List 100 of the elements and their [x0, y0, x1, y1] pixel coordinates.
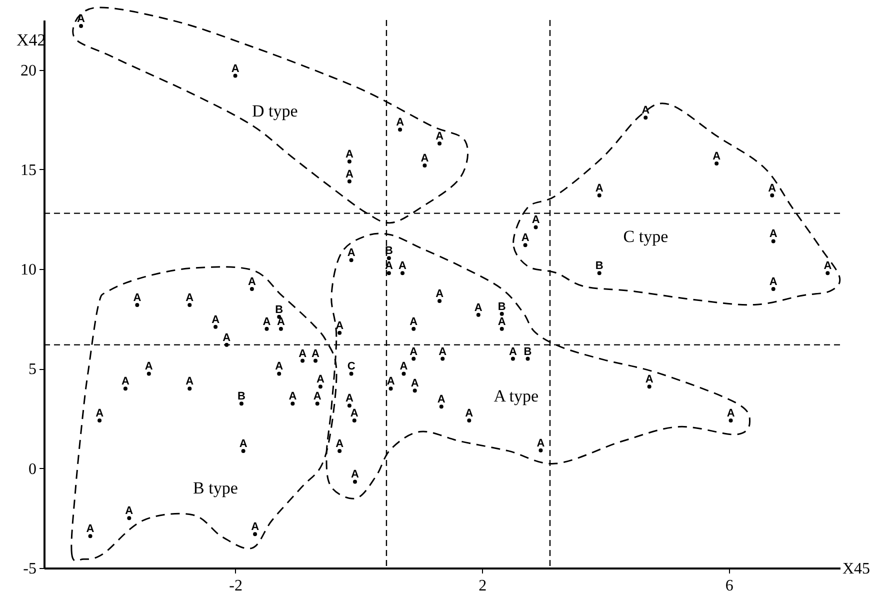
text: A	[726, 408, 735, 420]
y-tick-label: 5	[28, 361, 36, 378]
point	[597, 193, 602, 198]
point	[412, 326, 416, 331]
text: A	[410, 378, 419, 390]
x-tick-label: 2	[478, 578, 487, 594]
series-label: B	[498, 300, 506, 313]
point	[278, 326, 283, 331]
text: A	[769, 276, 778, 288]
text: A	[396, 116, 404, 129]
y-tick-label: 10	[20, 262, 36, 279]
point	[214, 324, 218, 329]
y-tick-label: 15	[20, 162, 36, 179]
point	[233, 74, 238, 78]
text: A	[288, 390, 297, 403]
point	[386, 256, 391, 260]
point	[315, 402, 320, 406]
text: A	[642, 104, 650, 117]
point	[538, 448, 543, 452]
text: A	[712, 150, 721, 162]
text: A	[436, 288, 444, 300]
point	[500, 312, 504, 316]
point	[314, 358, 318, 363]
point	[239, 402, 244, 406]
annotation: B type	[193, 478, 238, 498]
text: A	[77, 12, 85, 25]
point	[264, 326, 269, 331]
point	[647, 384, 652, 389]
text: A	[420, 152, 429, 164]
text: A	[465, 408, 474, 420]
annotation: C type	[623, 226, 668, 246]
y-tick-label: -5	[23, 560, 36, 578]
text: A	[316, 374, 324, 386]
text: A	[824, 260, 832, 272]
text: A	[186, 292, 194, 304]
point	[277, 372, 282, 376]
x-tick-label: 6	[725, 578, 734, 594]
point	[146, 372, 151, 376]
text: A	[336, 438, 344, 450]
point	[88, 534, 92, 538]
text: A	[436, 130, 444, 143]
point	[352, 418, 356, 423]
text: A	[313, 390, 322, 403]
text: A	[769, 228, 778, 240]
text: A	[386, 376, 395, 388]
text: A	[384, 260, 393, 272]
point	[290, 402, 295, 406]
x-axis-title: X45	[842, 560, 870, 578]
series-label: C	[347, 360, 356, 373]
text: A	[536, 437, 545, 450]
text: A	[312, 348, 320, 360]
point	[347, 179, 352, 184]
text: A	[222, 332, 231, 344]
y-tick-label: 0	[28, 460, 36, 478]
point	[771, 239, 776, 244]
point	[386, 271, 391, 276]
point	[250, 287, 254, 292]
text: A	[125, 505, 134, 518]
point	[349, 372, 354, 376]
text: A	[121, 376, 130, 388]
text: B	[595, 260, 604, 272]
point	[135, 302, 140, 307]
text: A	[298, 348, 307, 360]
point	[526, 356, 530, 361]
text: A	[410, 346, 418, 358]
text: A	[231, 62, 240, 75]
point	[771, 287, 776, 292]
point	[398, 128, 402, 132]
point	[438, 142, 442, 146]
text: A	[251, 521, 260, 534]
point	[98, 418, 102, 423]
text: A	[262, 316, 271, 328]
text: A	[474, 302, 482, 314]
point	[534, 225, 538, 230]
point	[349, 258, 354, 262]
annotation: D type	[252, 102, 298, 121]
point	[826, 271, 830, 276]
text: A	[212, 314, 220, 326]
point	[338, 330, 342, 335]
point	[412, 356, 416, 361]
point	[188, 386, 192, 391]
point	[644, 116, 648, 120]
text: A	[133, 292, 142, 304]
point	[400, 271, 405, 276]
text: A	[351, 468, 359, 481]
point	[714, 161, 719, 166]
point	[476, 312, 480, 317]
point	[347, 404, 352, 408]
x-tick-label: -2	[229, 578, 242, 594]
point	[510, 356, 515, 361]
text: A	[347, 247, 356, 260]
text: A	[86, 523, 94, 536]
point	[318, 384, 322, 389]
point	[440, 356, 445, 361]
point	[467, 418, 472, 423]
text: A	[345, 148, 354, 160]
text: A	[345, 168, 354, 180]
text: B	[524, 346, 532, 358]
point	[123, 386, 128, 391]
text: B	[275, 304, 284, 316]
